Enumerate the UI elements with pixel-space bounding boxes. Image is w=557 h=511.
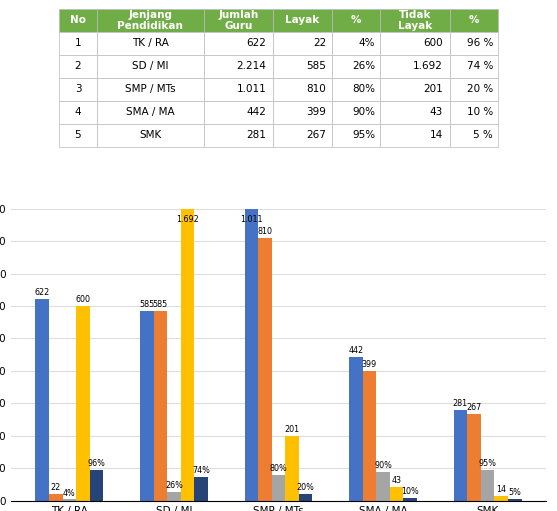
Text: 201: 201 [285,425,300,433]
Bar [194,477,208,501]
Bar [167,492,181,501]
Bar [376,472,390,501]
Text: 810: 810 [257,227,272,236]
Text: 267: 267 [466,403,482,412]
Bar [349,357,363,501]
Text: 80%: 80% [270,464,287,473]
Bar [272,475,285,501]
Text: 585: 585 [153,300,168,309]
Bar [467,414,481,501]
Text: 74%: 74% [192,466,210,475]
Bar [140,311,154,501]
Text: 442: 442 [348,346,363,355]
Bar [62,499,76,501]
Bar [154,311,167,501]
Text: 14: 14 [496,485,506,494]
Bar [285,435,299,501]
Bar [453,409,467,501]
Text: 399: 399 [362,360,377,369]
Bar [90,470,104,501]
Text: 585: 585 [139,300,154,309]
Text: 43: 43 [392,476,402,485]
Bar [258,238,272,501]
Text: 10%: 10% [402,486,419,496]
Bar [181,208,194,501]
Bar [363,371,376,501]
Bar [36,299,49,501]
Text: 96%: 96% [87,459,105,468]
Text: 22: 22 [51,483,61,492]
Text: 1.692: 1.692 [176,215,199,224]
Text: 622: 622 [35,288,50,297]
Text: 600: 600 [76,295,90,304]
Bar [245,208,258,501]
Text: 90%: 90% [374,460,392,470]
Bar [49,494,62,501]
Text: 5%: 5% [509,488,521,497]
Bar [403,498,417,501]
Bar [390,487,403,501]
Text: 20%: 20% [297,483,315,492]
Text: 95%: 95% [478,459,497,468]
Bar [76,306,90,501]
Bar [508,499,521,501]
Bar [495,496,508,501]
Text: 26%: 26% [165,481,183,491]
Text: 1.011: 1.011 [240,215,262,224]
Text: 4%: 4% [63,489,76,498]
Text: 281: 281 [453,399,468,408]
Bar [481,470,495,501]
Bar [299,494,312,501]
